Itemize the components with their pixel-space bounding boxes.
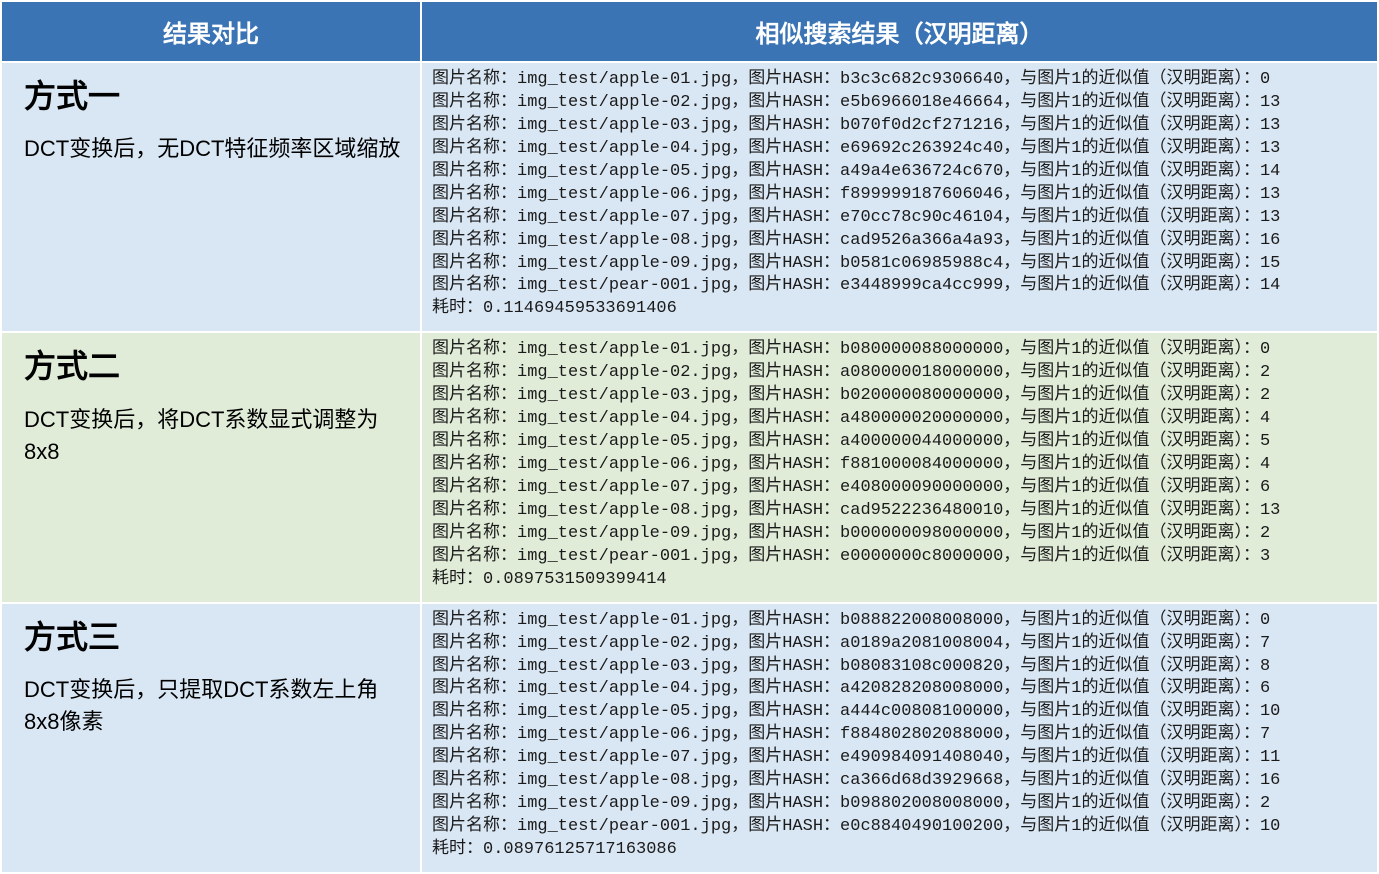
method-desc: DCT变换后，只提取DCT系数左上角8x8像素 [24, 674, 402, 738]
method-title: 方式三 [24, 618, 402, 656]
method-desc: DCT变换后，将DCT系数显式调整为8x8 [24, 404, 402, 468]
result-cell: 图片名称：img_test/apple-01.jpg，图片HASH：b3c3c6… [421, 62, 1378, 332]
result-cell: 图片名称：img_test/apple-01.jpg，图片HASH：b08882… [421, 603, 1378, 873]
method-title: 方式一 [24, 77, 402, 115]
header-col-method: 结果对比 [1, 1, 421, 62]
method-title: 方式二 [24, 347, 402, 385]
table-row: 方式二 DCT变换后，将DCT系数显式调整为8x8 图片名称：img_test/ap… [1, 332, 1378, 602]
table-row: 方式一 DCT变换后，无DCT特征频率区域缩放图片名称：img_test/appl… [1, 62, 1378, 332]
result-cell: 图片名称：img_test/apple-01.jpg，图片HASH：b08000… [421, 332, 1378, 602]
table-header-row: 结果对比 相似搜索结果（汉明距离） [1, 1, 1378, 62]
comparison-table: 结果对比 相似搜索结果（汉明距离） 方式一 DCT变换后，无DCT特征频率区域缩放… [0, 0, 1379, 874]
method-desc: DCT变换后，无DCT特征频率区域缩放 [24, 133, 402, 165]
method-cell: 方式三 DCT变换后，只提取DCT系数左上角8x8像素 [1, 603, 421, 873]
method-cell: 方式二 DCT变换后，将DCT系数显式调整为8x8 [1, 332, 421, 602]
header-col-result: 相似搜索结果（汉明距离） [421, 1, 1378, 62]
table-row: 方式三 DCT变换后，只提取DCT系数左上角8x8像素图片名称：img_test/… [1, 603, 1378, 873]
method-cell: 方式一 DCT变换后，无DCT特征频率区域缩放 [1, 62, 421, 332]
